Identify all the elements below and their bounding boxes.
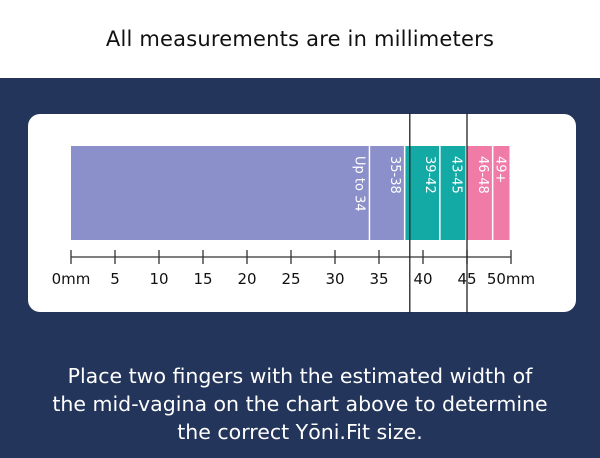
- chart-axis: 0mm 5 10 15 20 25 30 35 40 45 50mm: [52, 250, 535, 288]
- chart-segment-label-3: 43-45: [449, 156, 464, 194]
- chart-segment-1: [370, 146, 404, 240]
- instructions-line-2: the mid-vagina on the chart above to det…: [52, 392, 548, 416]
- axis-tick-label-4: 20: [237, 270, 256, 288]
- axis-tick-label-1: 5: [110, 270, 120, 288]
- chart-segment-4: [467, 146, 492, 240]
- header-banner: All measurements are in millimeters: [0, 0, 600, 78]
- instructions-line-3: the correct Yōni.Fit size.: [177, 420, 423, 444]
- axis-tick-label-3: 15: [193, 270, 212, 288]
- chart-segment-2: [405, 146, 440, 240]
- chart-segment-label-2: 39-42: [422, 156, 437, 194]
- instructions-text: Place two fingers with the estimated wid…: [20, 362, 580, 446]
- axis-tick-label-0: 0mm: [52, 270, 91, 288]
- axis-tick-label-5: 25: [281, 270, 300, 288]
- axis-tick-label-7: 35: [369, 270, 388, 288]
- chart-segment-label-5: 49+: [493, 156, 508, 183]
- chart-segments: Up to 34 35-38 39-42 43-45 46-48 49+: [71, 146, 510, 240]
- chart-segment-3: [440, 146, 466, 240]
- axis-tick-label-2: 10: [149, 270, 168, 288]
- chart-segment-label-0: Up to 34: [352, 156, 367, 212]
- chart-segment-label-1: 35-38: [387, 156, 402, 194]
- chart-segment-5: [493, 146, 510, 240]
- chart-markers: [409, 113, 468, 313]
- chart-segment-label-4: 46-48: [475, 156, 490, 194]
- chart-segment-0: [71, 146, 369, 240]
- axis-tick-label-6: 30: [325, 270, 344, 288]
- axis-tick-label-8: 40: [413, 270, 432, 288]
- instructions-line-1: Place two fingers with the estimated wid…: [67, 364, 533, 388]
- axis-tick-label-10: 50mm: [487, 270, 535, 288]
- header-title: All measurements are in millimeters: [105, 27, 495, 51]
